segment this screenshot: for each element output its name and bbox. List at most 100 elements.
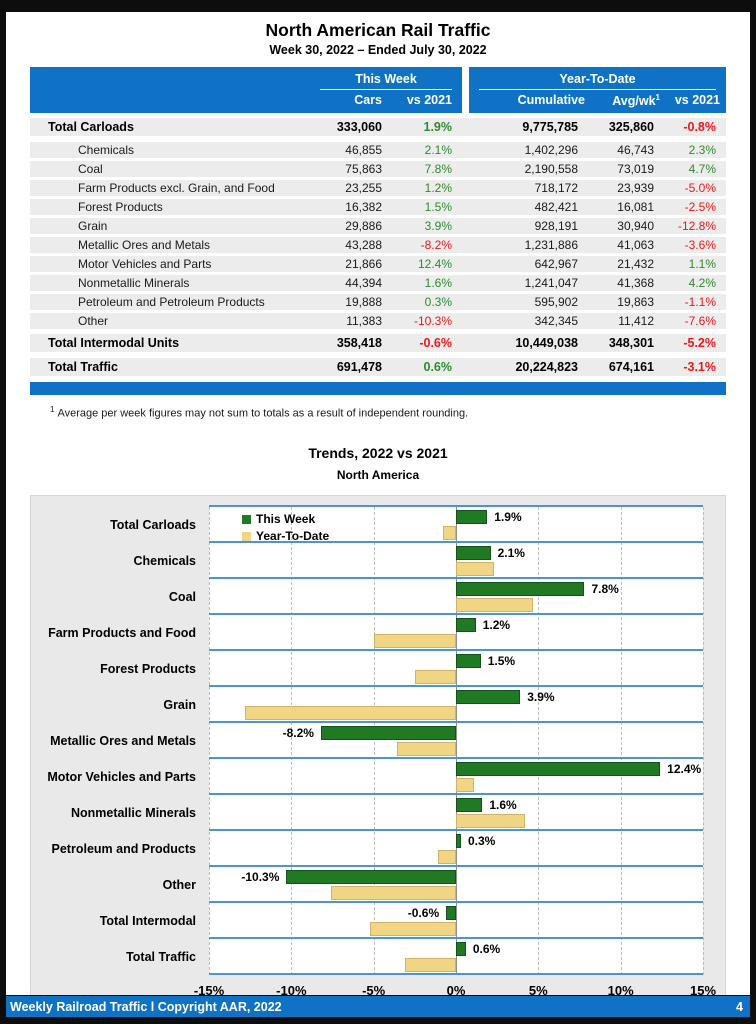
chart-category-label: Total Carloads xyxy=(110,517,196,532)
row-avg-wk: 674,161 xyxy=(608,360,654,374)
row-cumulative: 20,224,823 xyxy=(515,360,578,374)
chart-legend: This Week Year-To-Date xyxy=(242,511,329,545)
gridline xyxy=(538,506,540,975)
table-row: Metallic Ores and Metals 43,288 -8.2% 1,231… xyxy=(30,237,726,253)
row-cars: 44,394 xyxy=(345,276,382,290)
chart-category-label: Farm Products and Food xyxy=(48,625,196,640)
row-avg-wk: 73,019 xyxy=(617,162,654,176)
row-label: Petroleum and Petroleum Products xyxy=(78,295,265,309)
row-tw-vs2021: 2.1% xyxy=(424,143,452,157)
traffic-table: This Week Cars vs 2021 Year-To-Date Cumu… xyxy=(30,67,726,395)
row-cumulative: 928,191 xyxy=(534,219,578,233)
chart-category-label: Coal xyxy=(168,589,196,604)
row-avg-wk: 21,432 xyxy=(617,257,654,271)
bar-this-week xyxy=(456,761,661,776)
table-row: Farm Products excl. Grain, and Food 23,25… xyxy=(30,180,726,196)
row-tw-vs2021: 7.8% xyxy=(424,162,452,176)
bar-year-to-date xyxy=(456,597,534,612)
chart-band: -10.3% xyxy=(209,867,703,903)
row-cars: 691,478 xyxy=(336,360,382,374)
row-cars: 11,383 xyxy=(346,314,382,328)
row-cars: 43,288 xyxy=(345,238,382,252)
row-ytd-vs2021: -5.2% xyxy=(683,336,716,350)
chart-x-axis: -15% -10% -5% 0% 5% 10% 15% xyxy=(194,978,716,995)
column-header-cumulative: Cumulative xyxy=(517,93,585,107)
row-cumulative: 2,190,558 xyxy=(524,162,578,176)
footnote-text: Average per week figures may not sum to … xyxy=(57,407,469,420)
row-label: Motor Vehicles and Parts xyxy=(78,257,212,271)
row-cumulative: 718,172 xyxy=(534,181,578,195)
row-ytd-vs2021: 2.3% xyxy=(688,143,716,157)
row-cars: 29,886 xyxy=(345,219,382,233)
row-cumulative: 342,345 xyxy=(534,314,578,328)
table-row: Petroleum and Petroleum Products 19,888 0.… xyxy=(30,294,726,310)
row-tw-vs2021: 0.6% xyxy=(423,360,453,374)
row-ytd-vs2021: -0.8% xyxy=(683,120,716,134)
chart-category-label: Nonmetallic Minerals xyxy=(70,805,196,820)
row-label: Total Carloads xyxy=(48,120,134,134)
bar-value-label: -8.2% xyxy=(282,725,314,740)
chart-gridlines xyxy=(209,506,704,975)
report-sheet: North American Rail Traffic Week 30, 202… xyxy=(6,12,750,995)
bar-year-to-date xyxy=(370,921,456,936)
bar-this-week xyxy=(320,725,456,740)
header-group-ytd: Year-To-Date Cumulative Avg/wk1 vs 2021 xyxy=(469,67,726,113)
gridline xyxy=(703,506,704,975)
legend-item-year-to-date: Year-To-Date xyxy=(242,528,329,545)
bar-value-label: -10.3% xyxy=(241,869,280,884)
table-bottom-rule xyxy=(30,382,726,395)
bar-this-week xyxy=(456,797,483,812)
footnote-superscript: 1 xyxy=(50,405,55,414)
row-cars: 333,060 xyxy=(336,120,382,134)
row-avg-wk: 41,063 xyxy=(617,238,654,252)
chart-band: 0.3% xyxy=(209,831,703,867)
group-title-this-week: This Week xyxy=(320,67,452,90)
row-tw-vs2021: 0.3% xyxy=(424,295,452,309)
row-ytd-vs2021: 4.7% xyxy=(688,162,716,176)
x-tick-label: 15% xyxy=(689,982,717,995)
row-avg-wk: 41,368 xyxy=(617,276,654,290)
row-cumulative: 1,241,047 xyxy=(524,276,578,290)
x-tick-label: -10% xyxy=(276,982,307,995)
bar-value-label: 1.2% xyxy=(482,617,511,632)
table-row: Total Carloads 333,060 1.9% 9,775,785 325,86… xyxy=(30,118,726,136)
chart-band: 1.9% xyxy=(209,507,703,543)
row-ytd-vs2021: -2.5% xyxy=(684,200,716,214)
row-cars: 23,255 xyxy=(345,181,382,195)
chart-category-label: Total Intermodal xyxy=(99,913,196,928)
trends-chart: Total Carloads Chemicals Coal Farm Products… xyxy=(30,494,726,995)
gridline xyxy=(291,506,293,975)
bar-year-to-date xyxy=(373,633,456,648)
bar-year-to-date xyxy=(456,813,526,828)
gridline xyxy=(373,506,375,975)
row-cars: 16,382 xyxy=(345,200,382,214)
bar-year-to-date xyxy=(456,777,475,792)
bar-value-label: 3.9% xyxy=(527,689,555,704)
table-body: Total Carloads 333,060 1.9% 9,775,785 325,86… xyxy=(30,118,726,376)
legend-item-this-week: This Week xyxy=(242,511,329,528)
row-avg-wk: 23,939 xyxy=(617,181,654,195)
row-ytd-vs2021: -7.6% xyxy=(684,314,716,328)
row-avg-wk: 325,860 xyxy=(608,120,654,134)
chart-band: -0.6% xyxy=(209,903,703,939)
row-tw-vs2021: -8.2% xyxy=(420,238,452,252)
row-cumulative: 1,231,886 xyxy=(524,238,578,252)
row-ytd-vs2021: 1.1% xyxy=(688,257,716,271)
chart-band: 7.8% xyxy=(209,579,703,615)
bar-value-label: 0.6% xyxy=(472,941,501,956)
bar-value-label: 1.9% xyxy=(494,509,522,524)
bar-year-to-date xyxy=(456,561,494,576)
row-ytd-vs2021: -1.1% xyxy=(684,295,716,309)
bar-this-week xyxy=(456,653,481,668)
row-avg-wk: 46,743 xyxy=(617,143,654,157)
row-ytd-vs2021: -5.0% xyxy=(684,181,716,195)
table-header: This Week Cars vs 2021 Year-To-Date Cumu… xyxy=(30,67,726,113)
chart-band: 3.9% xyxy=(209,687,703,723)
bar-year-to-date xyxy=(442,525,456,540)
legend-swatch-yellow-icon xyxy=(242,531,251,541)
table-row: Total Intermodal Units 358,418 -0.6% 10,449… xyxy=(30,334,726,352)
bar-this-week xyxy=(456,617,476,632)
chart-band: 1.2% xyxy=(209,615,703,651)
bar-value-label: 2.1% xyxy=(497,545,525,560)
row-ytd-vs2021: -12.8% xyxy=(677,219,716,233)
